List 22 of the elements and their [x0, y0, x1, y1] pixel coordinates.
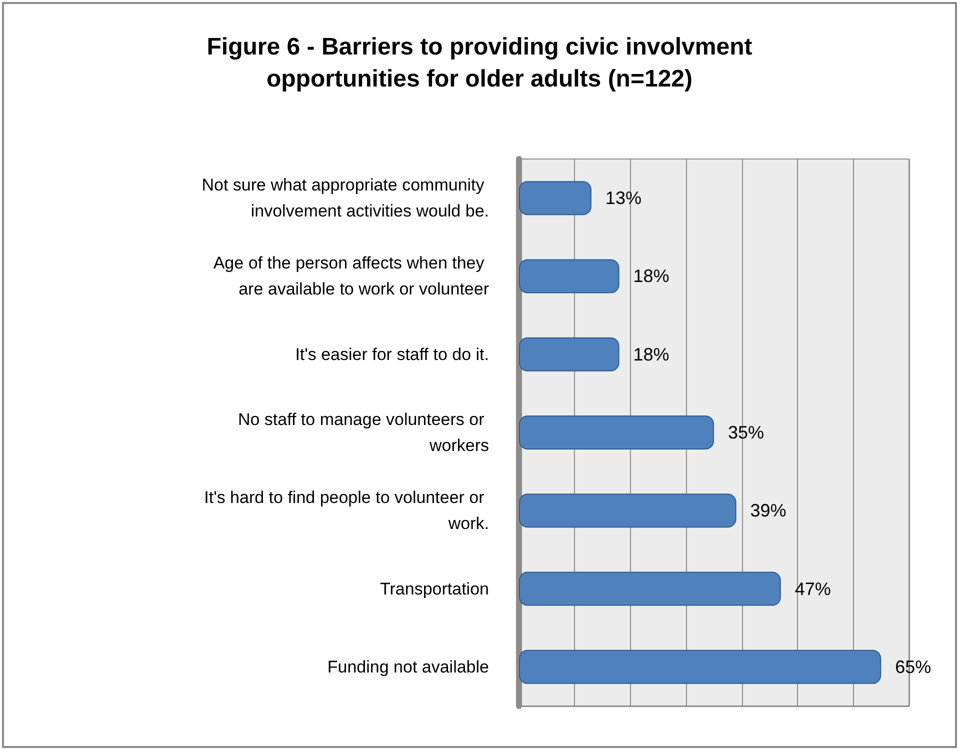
data-label: 47%	[794, 578, 831, 599]
y-tick-label: It's easier for staff to do it.	[295, 344, 489, 364]
data-label: 39%	[750, 500, 786, 521]
data-label: 18%	[633, 344, 670, 364]
y-tick-label: Funding not available	[327, 657, 489, 676]
bar	[519, 259, 620, 294]
data-label: 18%	[633, 266, 670, 286]
bar	[519, 181, 592, 216]
bar	[519, 650, 882, 684]
data-label: 35%	[728, 422, 764, 442]
chart-title: Figure 6 - Barriers to providing civic involvment opportunities for older adults (n=122)	[206, 34, 752, 92]
bar	[519, 572, 781, 606]
bar	[519, 494, 736, 528]
y-tick-label: Not sure what appropriate community involvement activities would be.	[202, 176, 489, 221]
bar	[519, 416, 714, 450]
y-tick-label: Transportation	[380, 579, 489, 598]
bar	[519, 337, 620, 372]
data-label: 13%	[605, 188, 642, 208]
y-tick-label: It's hard to find people to volunteer or work.	[204, 488, 489, 534]
y-tick-label: No staff to manage volunteers or workers	[238, 410, 489, 455]
data-label: 65%	[895, 656, 932, 677]
y-tick-label: Age of the person affects when they are available to work or volunteer	[213, 254, 490, 299]
